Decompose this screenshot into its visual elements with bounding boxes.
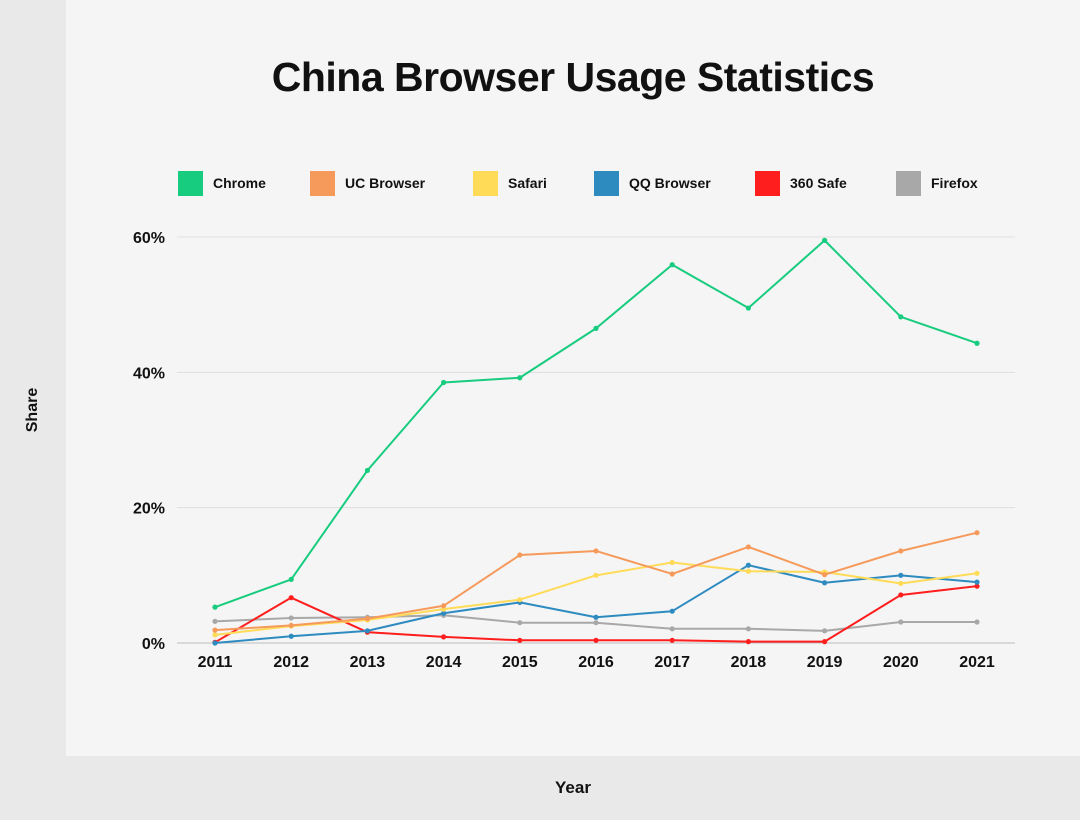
data-point bbox=[974, 619, 980, 625]
data-point bbox=[669, 637, 675, 643]
x-tick-label: 2018 bbox=[731, 654, 767, 671]
data-point bbox=[745, 639, 752, 645]
x-tick-label: 2012 bbox=[273, 654, 309, 671]
legend-label: Chrome bbox=[213, 175, 266, 191]
legend-item: QQ Browser bbox=[594, 170, 711, 196]
data-point bbox=[898, 548, 904, 554]
data-point bbox=[288, 576, 294, 582]
data-point bbox=[288, 622, 294, 629]
data-point bbox=[974, 570, 980, 576]
data-point bbox=[212, 632, 218, 638]
data-point bbox=[822, 237, 828, 243]
data-point bbox=[669, 571, 675, 577]
data-point bbox=[974, 340, 980, 346]
x-axis-label: Year bbox=[555, 778, 591, 797]
x-tick-label: 2014 bbox=[426, 654, 462, 671]
legend-swatch bbox=[594, 170, 619, 196]
data-point bbox=[745, 626, 752, 632]
data-point bbox=[669, 608, 675, 614]
y-tick-label: 0% bbox=[142, 636, 165, 653]
y-tick-label: 40% bbox=[133, 365, 165, 382]
data-point bbox=[212, 618, 218, 624]
data-point bbox=[593, 637, 599, 643]
legend-item: Safari bbox=[473, 170, 547, 196]
data-point bbox=[288, 595, 294, 601]
data-point bbox=[441, 603, 447, 609]
data-point bbox=[288, 615, 294, 621]
data-point bbox=[669, 262, 675, 268]
data-point bbox=[441, 379, 447, 386]
x-tick-label: 2019 bbox=[807, 654, 843, 671]
data-point bbox=[593, 548, 599, 554]
data-point bbox=[517, 375, 523, 381]
legend-label: UC Browser bbox=[345, 175, 426, 191]
data-point bbox=[898, 314, 904, 320]
data-point bbox=[441, 610, 447, 616]
x-tick-label: 2016 bbox=[578, 654, 614, 671]
data-point bbox=[745, 562, 752, 568]
data-point bbox=[517, 637, 523, 643]
data-point bbox=[974, 583, 980, 589]
x-tick-label: 2013 bbox=[350, 654, 386, 671]
data-point bbox=[441, 634, 447, 640]
data-point bbox=[517, 552, 523, 558]
legend-swatch bbox=[310, 170, 335, 196]
data-point bbox=[212, 604, 218, 610]
legend-label: Firefox bbox=[931, 175, 978, 191]
data-point bbox=[974, 530, 980, 536]
data-point bbox=[669, 626, 675, 632]
y-tick-label: 20% bbox=[133, 501, 165, 518]
chart-legend: Chrome UC Browser Safari QQ Browser 360 Safe… bbox=[178, 170, 1008, 196]
data-point bbox=[822, 639, 828, 645]
data-point bbox=[745, 544, 752, 550]
data-point bbox=[898, 592, 904, 598]
data-point bbox=[517, 620, 523, 626]
data-point bbox=[288, 633, 294, 639]
legend-item: Chrome bbox=[178, 170, 266, 196]
data-point bbox=[898, 572, 904, 578]
y-axis-label: Share bbox=[24, 387, 41, 433]
data-point bbox=[669, 559, 675, 566]
legend-label: QQ Browser bbox=[629, 175, 711, 191]
data-point bbox=[212, 640, 218, 646]
chart-title: China Browser Usage Statistics bbox=[271, 54, 875, 100]
data-point bbox=[898, 580, 904, 587]
legend-swatch bbox=[755, 170, 780, 196]
data-point bbox=[593, 325, 599, 331]
legend-label: Safari bbox=[508, 175, 547, 191]
x-tick-label: 2015 bbox=[502, 654, 538, 671]
legend-swatch bbox=[473, 170, 498, 196]
data-point bbox=[212, 627, 218, 633]
data-point bbox=[364, 628, 370, 634]
legend-item: Firefox bbox=[896, 170, 978, 196]
y-tick-label: 60% bbox=[133, 230, 165, 247]
data-point bbox=[822, 628, 828, 634]
x-tick-label: 2011 bbox=[198, 654, 233, 671]
data-point bbox=[745, 305, 752, 311]
data-point bbox=[745, 568, 752, 574]
data-point bbox=[517, 597, 523, 603]
data-point bbox=[974, 579, 980, 585]
x-tick-label: 2017 bbox=[654, 654, 690, 671]
data-point bbox=[593, 572, 599, 578]
data-point bbox=[364, 467, 370, 474]
legend-swatch bbox=[896, 170, 921, 196]
data-point bbox=[364, 616, 370, 622]
legend-label: 360 Safe bbox=[790, 175, 847, 191]
legend-item: 360 Safe bbox=[755, 170, 847, 196]
x-tick-label: 2020 bbox=[883, 654, 919, 671]
data-point bbox=[822, 580, 828, 586]
data-point bbox=[593, 614, 599, 620]
x-tick-label: 2021 bbox=[959, 654, 995, 671]
data-point bbox=[898, 619, 904, 625]
legend-swatch bbox=[178, 170, 203, 196]
data-point bbox=[593, 620, 599, 626]
data-point bbox=[822, 572, 828, 578]
legend-item: UC Browser bbox=[310, 170, 425, 196]
